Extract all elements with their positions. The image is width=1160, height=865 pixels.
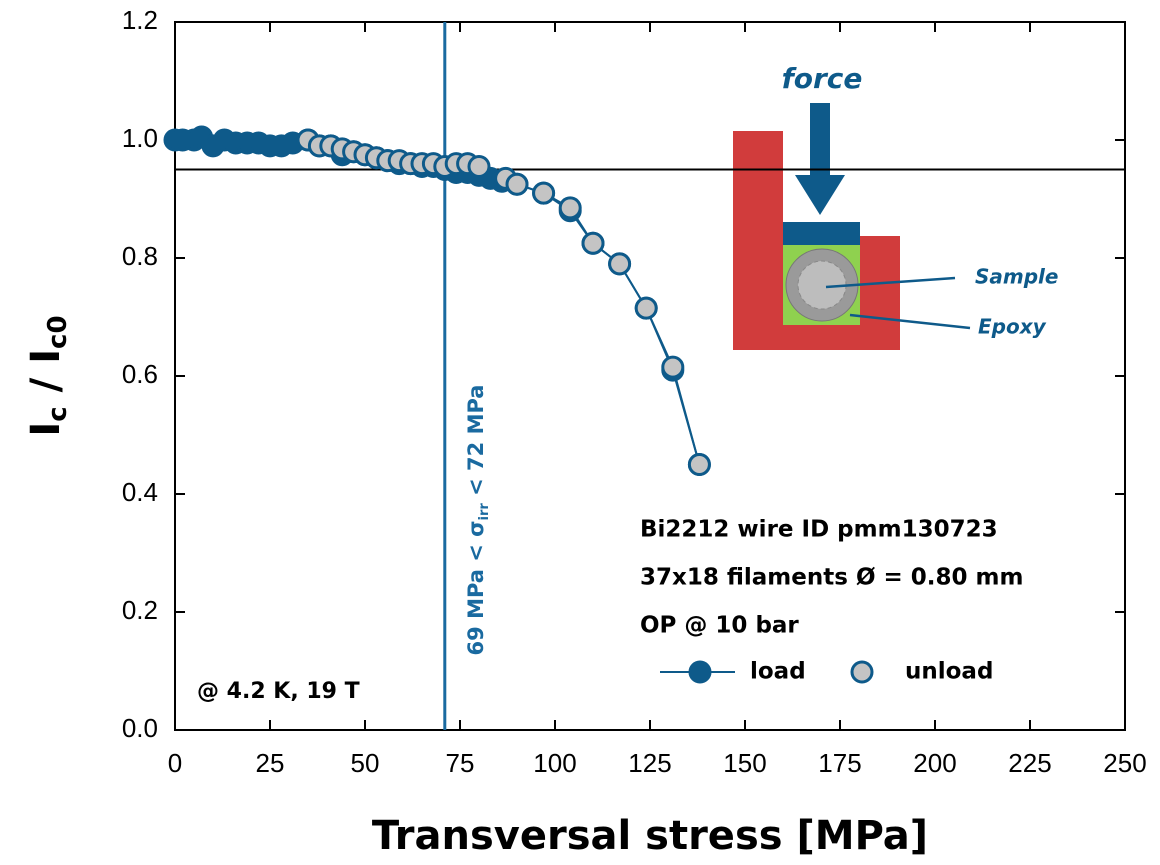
inset-label: Sample [975, 265, 1058, 289]
data-point [661, 355, 685, 379]
x-tick-label: 225 [1008, 748, 1051, 778]
info-line: Bi2212 wire ID pmm130723 [640, 517, 998, 543]
y-label-part: c [43, 406, 73, 421]
y-label-part: c0 [43, 315, 73, 349]
threshold-label-part: 69 MPa < σ [464, 520, 488, 655]
x-tick-label: 100 [533, 748, 576, 778]
y-label-part: / I [23, 349, 69, 406]
condition: @ 4.2 K, 19 T [197, 679, 360, 704]
arrow [795, 175, 845, 215]
holder [783, 325, 860, 350]
y-tick-label: 0.2 [122, 595, 158, 625]
threshold-label: 69 MPa < σirr < 72 MPa [464, 385, 492, 656]
series-line [175, 135, 701, 465]
piston [783, 222, 860, 245]
legend-label: load [750, 659, 806, 685]
pointer [849, 313, 971, 330]
data-point [634, 296, 658, 320]
threshold-label-part: < 72 MPa [464, 385, 488, 504]
x-tick-label: 250 [1103, 748, 1146, 778]
info-line: OP @ 10 bar [640, 613, 799, 639]
data-point [608, 252, 632, 276]
y-axis-label: Ic / Ic0 [23, 315, 73, 436]
data-point [581, 231, 605, 255]
x-tick-label: 50 [351, 748, 380, 778]
y-tick-label: 0.8 [122, 241, 158, 271]
x-tick-label: 25 [256, 748, 285, 778]
x-tick-label: 175 [818, 748, 861, 778]
legend-marker [688, 660, 712, 684]
inset-diagram: force Sample Epoxy [733, 62, 1058, 350]
legend-marker [850, 660, 874, 684]
data-point [532, 181, 556, 205]
x-tick-label: 125 [628, 748, 671, 778]
x-tick-label: 0 [168, 748, 182, 778]
y-tick-label: 1.2 [122, 5, 158, 35]
holder [860, 236, 900, 350]
y-tick-label: 0.0 [122, 713, 158, 743]
y-tick-label: 0.6 [122, 359, 158, 389]
legend-label: unload [905, 659, 993, 685]
pointer [825, 276, 956, 289]
x-tick-label: 75 [446, 748, 475, 778]
plot-frame [174, 21, 1126, 731]
data-point [505, 172, 529, 196]
y-tick-label: 1.0 [122, 123, 158, 153]
x-tick-label: 150 [723, 748, 766, 778]
x-axis-label: Transversal stress [MPa] [372, 813, 928, 859]
threshold-label-part: irr [476, 503, 491, 521]
y-label-part: I [23, 422, 69, 437]
inset-label: Epoxy [978, 315, 1047, 339]
arrow [810, 103, 830, 175]
data-point [558, 196, 582, 220]
x-tick-label: 200 [913, 748, 956, 778]
holder [733, 131, 783, 350]
data-point [687, 453, 711, 476]
data-point [467, 155, 491, 179]
info-line: 37x18 filaments Ø = 0.80 mm [640, 565, 1023, 591]
y-tick-label: 0.4 [122, 477, 158, 507]
inset-label: force [782, 62, 863, 95]
